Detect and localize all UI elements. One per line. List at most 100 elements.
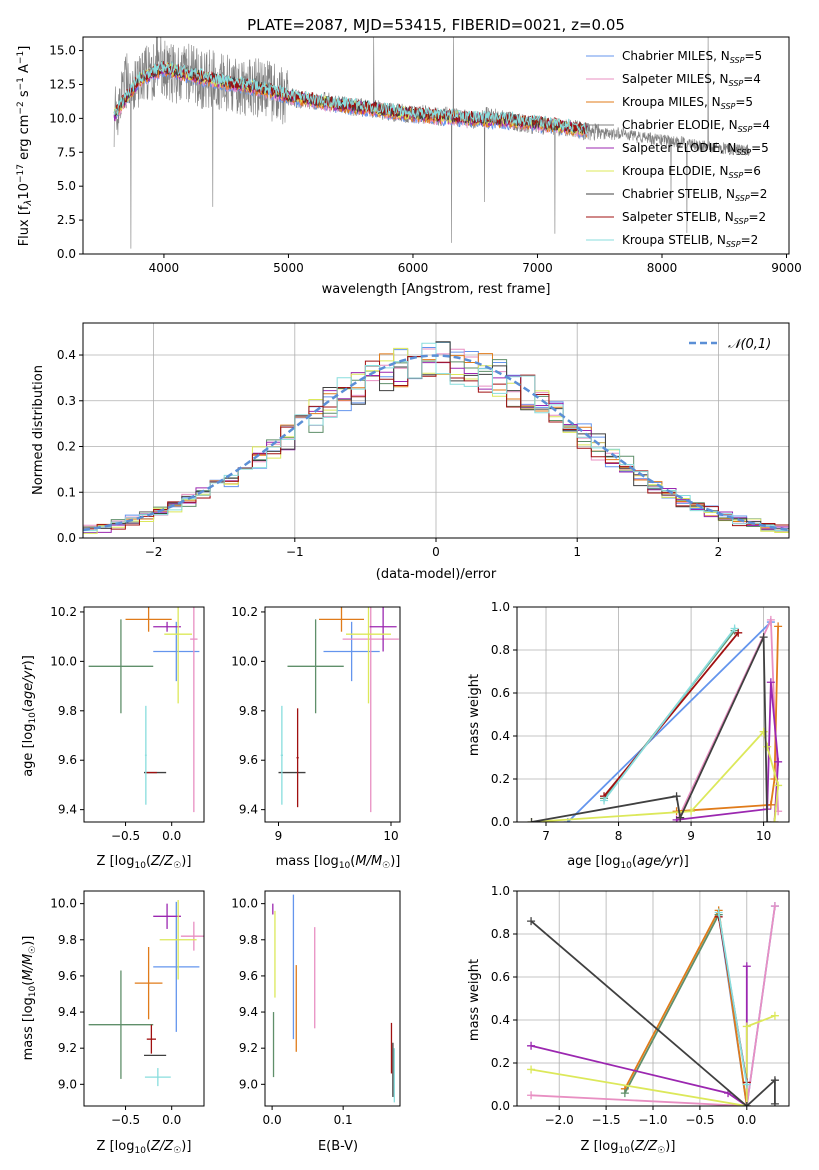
weight_vs_age-point-marker <box>763 818 772 822</box>
weightZ-xlabel: Z [log10(Z/Z☉)] <box>581 1139 676 1156</box>
weight_vs_Z-point-marker <box>527 1065 536 1074</box>
histogram-xtick-label: 1 <box>573 545 581 559</box>
age_vs_mass-xtick-label: 9 <box>275 829 283 843</box>
legend-entry: Chabrier ELODIE, NSSP=4 <box>622 118 770 134</box>
histogram-xlabel: (data-model)/error <box>376 567 497 582</box>
weight_vs_Z-series-line <box>624 914 720 1094</box>
mass_vs_ebv-ytick-label: 10.0 <box>231 897 258 911</box>
histogram-xtick-label: 2 <box>715 545 723 559</box>
spectrum-frame <box>82 36 790 255</box>
weight_vs_age-point-marker <box>766 615 775 624</box>
weight_vs_age-xtick-label: 8 <box>615 829 623 843</box>
mass_vs_ebv-ytick-label: 9.2 <box>239 1041 258 1055</box>
weight_vs_age-panel: 7 8 9 10 0.0 0.2 0.4 0.6 0.8 1.0 <box>491 600 790 843</box>
mass_vs_ebv-ytick-label: 9.4 <box>239 1005 258 1019</box>
histogram-legend-label: 𝒩(0,1) <box>728 337 771 352</box>
weightZ-ylabel: mass weight <box>467 959 482 1041</box>
massZ-xlabel: Z [log10(Z/Z☉)] <box>97 1139 192 1156</box>
histogram-ytick-label: 0.3 <box>57 394 76 408</box>
weight_vs_Z-point-marker <box>770 1099 779 1106</box>
normal-curve <box>83 354 789 532</box>
spectrum-ytick-label: 0.0 <box>57 247 76 261</box>
weight_vs_age-point-marker <box>759 633 768 642</box>
age_vs_Z-ytick-label: 9.4 <box>58 803 77 817</box>
spectrum-ytick-label: 2.5 <box>57 213 76 227</box>
small-panels: −0.5 0.0 9.4 9.6 9.8 10.0 10.2 9 10 9.4 9.6 9.8 10.0… <box>50 600 790 1127</box>
spectrum-ytick-label: 5.0 <box>57 179 76 193</box>
weight_vs_age-xtick-label: 7 <box>542 829 550 843</box>
weight_vs_age-point-marker <box>763 742 772 751</box>
spectrum-ylabel: Flux [fλ10−17 erg cm−2 s−1 A−1] <box>16 46 34 247</box>
mass_vs_ebv-xtick-label: 0.1 <box>334 1113 353 1127</box>
mass_vs_ebv-marks <box>272 894 395 1103</box>
age_vs_Z-xtick-label: 0.0 <box>162 829 181 843</box>
weight_vs_Z-point-marker <box>742 1080 751 1089</box>
weight_vs_age-ytick-label: 0.2 <box>491 772 510 786</box>
spectrum-ytick-label: 7.5 <box>57 145 76 159</box>
weight_vs_age-series-line <box>603 627 736 802</box>
age_vs_mass-frame <box>264 606 401 823</box>
histogram-ytick-label: 0.1 <box>57 485 76 499</box>
ageZ-ylabel: age [log10(age/yr)] <box>21 655 38 777</box>
massZ-ylabel: mass [log10(M/M☉)] <box>21 936 38 1061</box>
histogram-panel: −2 −1 0 1 2 0.0 0.1 0.2 0.3 0.4 𝒩(0,1) (data-mode… <box>31 322 790 582</box>
weight_vs_Z-point-marker <box>742 962 751 971</box>
weightAge-ylabel: mass weight <box>467 674 482 756</box>
mass_vs_ebv-frame <box>264 890 401 1107</box>
age_vs_mass-xtick-label: 10 <box>383 829 398 843</box>
weight_vs_Z-point-marker <box>770 1011 779 1020</box>
mass_vs_Z-xtick-label: −0.5 <box>111 1113 140 1127</box>
age_vs_mass-ytick-label: 9.4 <box>239 803 258 817</box>
spectrum-lines <box>113 37 750 249</box>
spectrum-ytick-label: 10.0 <box>49 111 76 125</box>
legend-entry: Salpeter STELIB, NSSP=2 <box>622 210 766 226</box>
figure-title: PLATE=2087, MJD=53415, FIBERID=0021, z=0… <box>247 16 625 34</box>
mass_vs_ebv-ytick-label: 9.6 <box>239 969 258 983</box>
mass_vs_ebv-ytick-label: 9.8 <box>239 933 258 947</box>
ageMass-xlabel: mass [log10(M/M☉)] <box>276 854 401 871</box>
spectrum-xtick-label: 6000 <box>398 261 429 275</box>
mass_vs_Z-ytick-label: 9.8 <box>58 933 77 947</box>
weight_vs_Z-point-marker <box>714 908 723 917</box>
histogram-xtick-label: −1 <box>286 545 304 559</box>
weight_vs_age-ytick-label: 0.6 <box>491 686 510 700</box>
weight_vs_Z-marks <box>527 902 779 1106</box>
weight_vs_Z-series-line <box>530 966 748 1106</box>
legend-entry: Chabrier STELIB, NSSP=2 <box>622 187 767 203</box>
legend-entry: Kroupa STELIB, NSSP=2 <box>622 233 758 249</box>
age_vs_Z-ytick-label: 9.8 <box>58 704 77 718</box>
weight_vs_Z-series-line <box>530 1014 776 1106</box>
weight_vs_age-point-marker <box>774 622 783 631</box>
age_vs_Z-marks <box>88 607 200 813</box>
weight_vs_Z-xtick-label: 0.0 <box>737 1113 756 1127</box>
legend-entry: Chabrier MILES, NSSP=5 <box>622 49 762 65</box>
age_vs_mass-ytick-label: 9.6 <box>239 753 258 767</box>
weight_vs_age-point-marker <box>774 781 783 790</box>
weight_vs_Z-series-line <box>624 907 748 1106</box>
weight_vs_age-ytick-label: 0.8 <box>491 643 510 657</box>
age_vs_Z-ytick-label: 10.0 <box>50 654 77 668</box>
weight_vs_Z-point-marker <box>770 902 779 911</box>
weight_vs_age-series-line <box>676 682 780 822</box>
mass_vs_Z-xtick-label: 0.0 <box>162 1113 181 1127</box>
spectrum-xlabel: wavelength [Angstrom, rest frame] <box>322 282 551 297</box>
weight_vs_age-point-marker <box>730 624 739 633</box>
histogram-ytick-label: 0.0 <box>57 531 76 545</box>
spectrum-legend: Chabrier MILES, NSSP=5 Salpeter MILES, NS… <box>586 49 770 249</box>
weight_vs_Z-ytick-label: 0.2 <box>491 1056 510 1070</box>
weight_vs_Z-series-line <box>530 920 776 1106</box>
ageZ-xlabel: Z [log10(Z/Z☉)] <box>97 854 192 871</box>
spectrum-xtick-label: 4000 <box>149 261 180 275</box>
mass_vs_Z-ytick-label: 10.0 <box>50 897 77 911</box>
weight_vs_Z-point-marker <box>527 1041 536 1050</box>
age_vs_Z-frame <box>83 606 205 823</box>
weight_vs_Z-ytick-label: 0.4 <box>491 1013 510 1027</box>
model-spectrum-line <box>113 60 588 135</box>
weight_vs_Z-panel: −2.0 −1.5 −1.0 −0.5 0.0 0.0 0.2 0.4 0.6 0.8 1.0 <box>491 884 790 1127</box>
spectrum-xtick-label: 7000 <box>522 261 553 275</box>
weight_vs_Z-ytick-label: 1.0 <box>491 884 510 898</box>
age_vs_mass-ytick-label: 10.0 <box>231 654 258 668</box>
legend-entry: Kroupa ELODIE, NSSP=6 <box>622 164 761 180</box>
legend-entry: Salpeter MILES, NSSP=4 <box>622 72 761 88</box>
